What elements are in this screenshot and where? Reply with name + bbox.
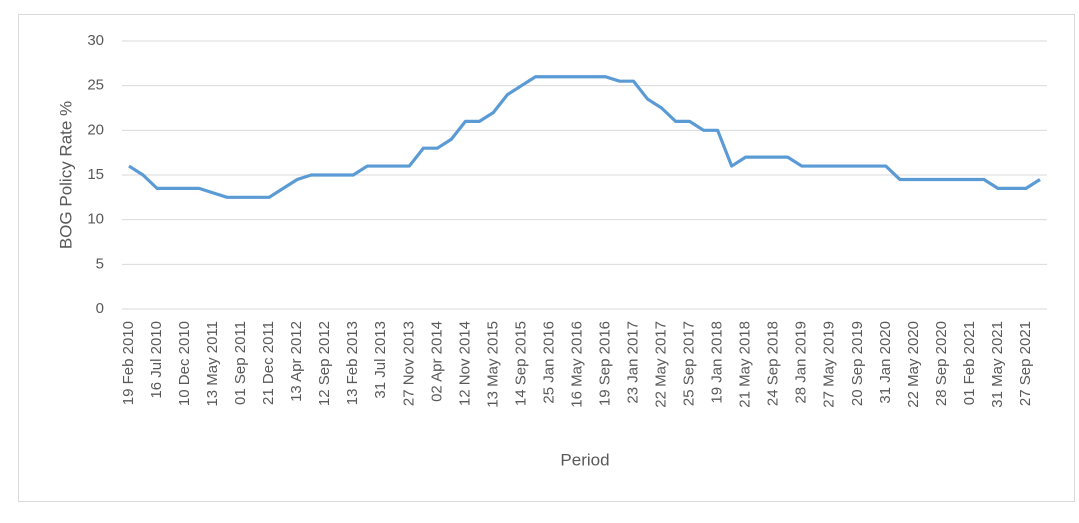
y-tick-label: 10	[87, 211, 104, 228]
x-tick-label: 27 Nov 2013	[400, 321, 417, 406]
x-tick-label: 12 Nov 2014	[456, 321, 473, 406]
x-tick-label: 27 Sep 2021	[1017, 321, 1034, 406]
x-tick-label: 25 Jan 2016	[540, 321, 557, 404]
y-tick-label: 15	[87, 166, 104, 183]
y-axis-label: BOG Policy Rate %	[56, 101, 75, 249]
x-tick-label: 19 Feb 2010	[120, 321, 137, 405]
x-tick-label: 22 May 2020	[905, 321, 922, 408]
x-tick-label: 21 May 2018	[737, 321, 754, 408]
x-tick-label: 19 Jan 2018	[709, 321, 726, 404]
x-tick-label: 23 Jan 2017	[625, 321, 642, 404]
x-tick-label: 28 Jan 2019	[793, 321, 810, 404]
x-tick-label: 24 Sep 2018	[765, 321, 782, 406]
x-tick-label: 14 Sep 2015	[512, 321, 529, 406]
x-tick-label: 02 Apr 2014	[428, 321, 445, 402]
x-tick-label: 01 Sep 2011	[232, 321, 249, 405]
x-tick-label: 22 May 2017	[653, 321, 670, 408]
y-tick-label: 30	[87, 32, 104, 49]
x-tick-label: 16 May 2016	[568, 321, 585, 408]
x-tick-label: 31 Jan 2020	[877, 321, 894, 404]
x-tick-label: 25 Sep 2017	[681, 321, 698, 406]
x-axis-label: Period	[560, 450, 609, 469]
x-tick-label: 16 Jul 2010	[148, 321, 165, 399]
x-tick-label: 13 Feb 2013	[344, 321, 361, 405]
chart-frame	[18, 14, 1075, 502]
y-tick-label: 5	[96, 255, 104, 272]
x-tick-label: 31 May 2021	[989, 321, 1006, 408]
x-tick-label: 20 Sep 2019	[849, 321, 866, 406]
x-tick-label: 10 Dec 2010	[176, 321, 193, 406]
line-series	[128, 75, 1041, 199]
x-tick-label: 21 Dec 2011	[260, 321, 277, 405]
x-tick-label: 13 Apr 2012	[288, 321, 305, 402]
y-tick-label: 25	[87, 77, 104, 94]
x-tick-label: 28 Sep 2020	[933, 321, 950, 406]
x-tick-label: 27 May 2019	[821, 321, 838, 408]
x-tick-label: 31 Jul 2013	[372, 321, 389, 399]
x-tick-label: 12 Sep 2012	[316, 321, 333, 406]
y-tick-label: 0	[96, 300, 104, 317]
x-tick-label: 13 May 2015	[484, 321, 501, 408]
x-tick-label: 19 Sep 2016	[596, 321, 613, 406]
x-tick-label: 01 Feb 2021	[961, 321, 978, 405]
x-tick-label: 13 May 2011	[204, 321, 221, 407]
y-tick-label: 20	[87, 121, 104, 138]
